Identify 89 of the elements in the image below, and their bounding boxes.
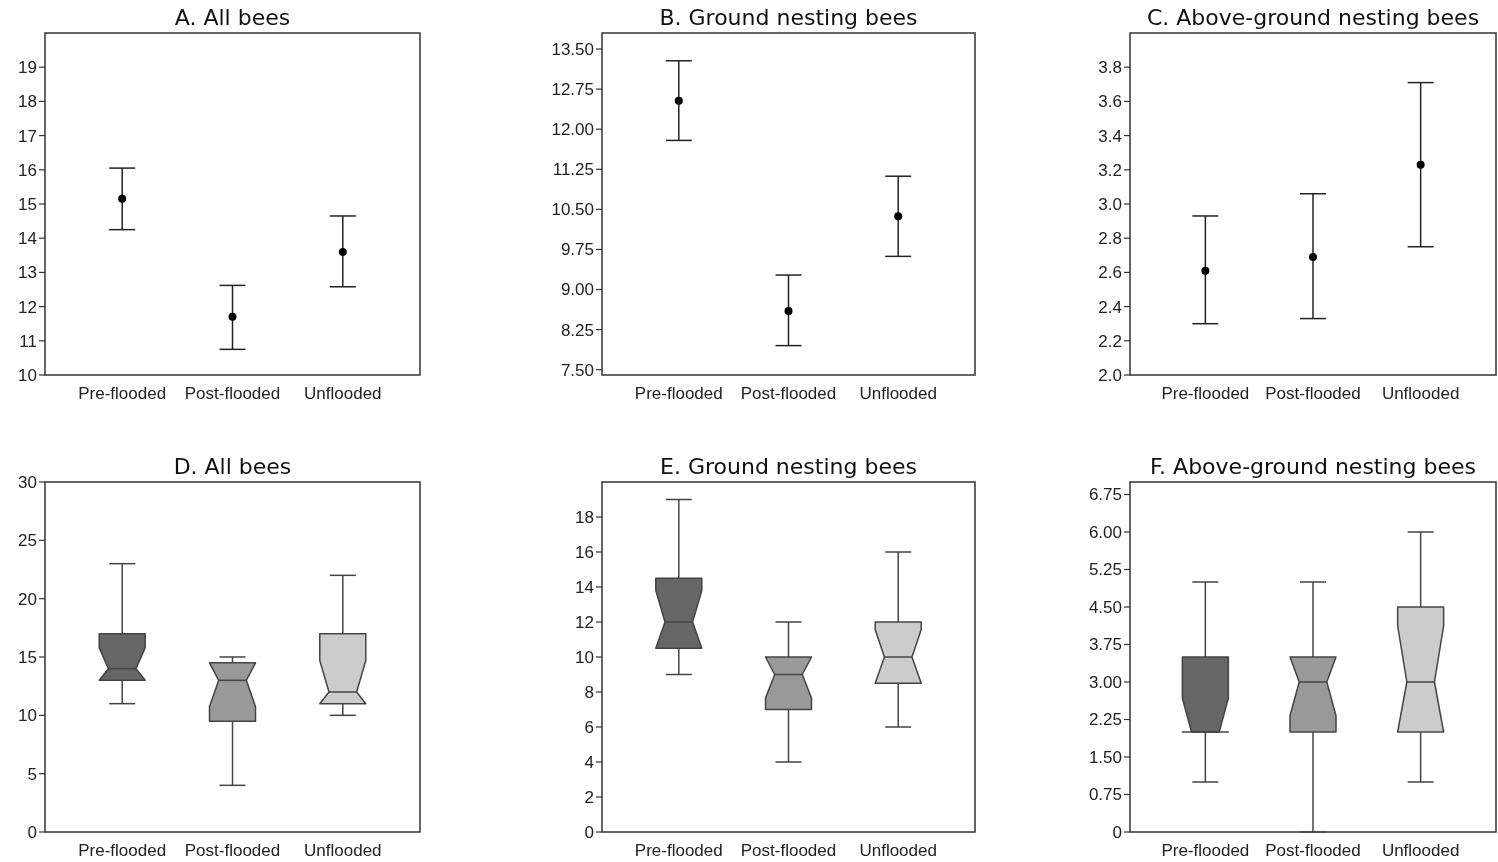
y-tick-label: 8 — [584, 682, 594, 702]
y-tick-label: 20 — [18, 589, 37, 609]
y-tick-label: 2.8 — [1098, 229, 1122, 249]
point — [1416, 160, 1425, 169]
y-tick-label: 12.75 — [551, 80, 594, 100]
y-tick-label: 0 — [27, 822, 37, 842]
x-tick-label: Unflooded — [1381, 841, 1460, 860]
y-tick-label: 3.75 — [1088, 635, 1122, 655]
y-tick-label: 12.00 — [551, 120, 594, 140]
y-tick-label: 3.6 — [1098, 92, 1122, 112]
x-tick-label: Pre-flooded — [78, 841, 167, 860]
y-tick-label: 6.75 — [1088, 485, 1122, 505]
chart-title: E. Ground nesting bees — [660, 454, 917, 479]
y-tick-label: 15 — [18, 194, 37, 214]
x-tick-label: Post-flooded — [184, 841, 281, 860]
y-tick-label: 11.25 — [552, 160, 594, 180]
y-tick-label: 18 — [575, 507, 594, 527]
y-tick-label: 2.25 — [1088, 710, 1122, 730]
y-tick-label: 6 — [584, 717, 594, 737]
y-tick-label: 0.75 — [1088, 785, 1122, 805]
point — [118, 194, 127, 203]
x-tick-label: Pre-flooded — [1161, 841, 1250, 860]
point — [1309, 253, 1317, 262]
y-tick-label: 12 — [575, 612, 594, 632]
x-tick-label: Post-flooded — [1265, 841, 1361, 860]
point — [1201, 266, 1210, 275]
y-tick-label: 2.0 — [1098, 365, 1122, 385]
y-tick-label: 13.50 — [551, 39, 594, 59]
y-tick-label: 16 — [575, 542, 594, 562]
y-tick-label: 5 — [27, 764, 37, 784]
y-tick-label: 16 — [18, 160, 37, 180]
point — [894, 212, 903, 221]
y-tick-label: 2.4 — [1098, 297, 1122, 317]
y-tick-label: 25 — [18, 531, 37, 551]
y-tick-label: 3.8 — [1098, 58, 1122, 78]
y-tick-label: 4.50 — [1088, 597, 1122, 617]
x-tick-label: Pre-flooded — [634, 841, 723, 860]
y-tick-label: 3.0 — [1098, 194, 1122, 214]
y-tick-label: 12 — [18, 297, 37, 317]
y-tick-label: 4 — [584, 752, 594, 772]
x-tick-label: Unflooded — [859, 384, 937, 403]
x-tick-label: Unflooded — [859, 841, 937, 860]
x-tick-label: Unflooded — [1381, 384, 1460, 403]
y-tick-label: 0 — [1112, 822, 1122, 842]
y-tick-label: 2.2 — [1098, 331, 1122, 351]
point — [784, 306, 793, 315]
x-tick-label: Unflooded — [304, 384, 382, 403]
y-tick-label: 3.4 — [1098, 126, 1122, 146]
point — [674, 96, 683, 105]
y-tick-label: 8.25 — [560, 320, 594, 340]
y-tick-label: 11 — [19, 331, 37, 351]
y-tick-label: 14 — [575, 577, 594, 597]
chart-title: A. All bees — [174, 5, 291, 30]
x-tick-label: Unflooded — [304, 841, 382, 860]
x-tick-label: Post-flooded — [184, 384, 281, 403]
y-tick-label: 7.50 — [560, 360, 594, 380]
y-tick-label: 9.00 — [560, 280, 594, 300]
y-tick-label: 18 — [18, 92, 37, 112]
chart-title: F. Above-ground nesting bees — [1150, 454, 1476, 479]
x-tick-label: Pre-flooded — [78, 384, 167, 403]
y-tick-label: 1.50 — [1088, 747, 1122, 767]
y-tick-label: 13 — [18, 263, 37, 283]
x-tick-label: Post-flooded — [1265, 384, 1361, 403]
y-tick-label: 10 — [575, 647, 594, 667]
y-tick-label: 10 — [18, 706, 37, 726]
y-tick-label: 19 — [18, 58, 37, 78]
x-tick-label: Pre-flooded — [634, 384, 723, 403]
point — [228, 312, 237, 321]
y-tick-label: 17 — [18, 126, 37, 146]
y-tick-label: 6.00 — [1088, 522, 1122, 542]
y-tick-label: 14 — [18, 229, 37, 249]
y-tick-label: 10 — [18, 365, 37, 385]
point — [338, 247, 347, 256]
x-tick-label: Pre-flooded — [1161, 384, 1250, 403]
y-tick-label: 30 — [18, 472, 37, 492]
y-tick-label: 5.25 — [1088, 560, 1122, 580]
y-tick-label: 3.00 — [1088, 672, 1122, 692]
x-tick-label: Post-flooded — [740, 384, 837, 403]
y-tick-label: 15 — [18, 647, 37, 667]
x-tick-label: Post-flooded — [740, 841, 837, 860]
chart-title: C. Above-ground nesting bees — [1146, 5, 1480, 30]
y-tick-label: 3.2 — [1098, 160, 1122, 180]
y-tick-label: 10.50 — [551, 200, 594, 220]
y-tick-label: 2 — [584, 787, 594, 807]
y-tick-label: 2.6 — [1098, 263, 1122, 283]
chart-title: B. Ground nesting bees — [659, 5, 918, 30]
y-tick-label: 0 — [584, 822, 594, 842]
chart-title: D. All bees — [173, 454, 292, 479]
y-tick-label: 9.75 — [560, 240, 594, 260]
